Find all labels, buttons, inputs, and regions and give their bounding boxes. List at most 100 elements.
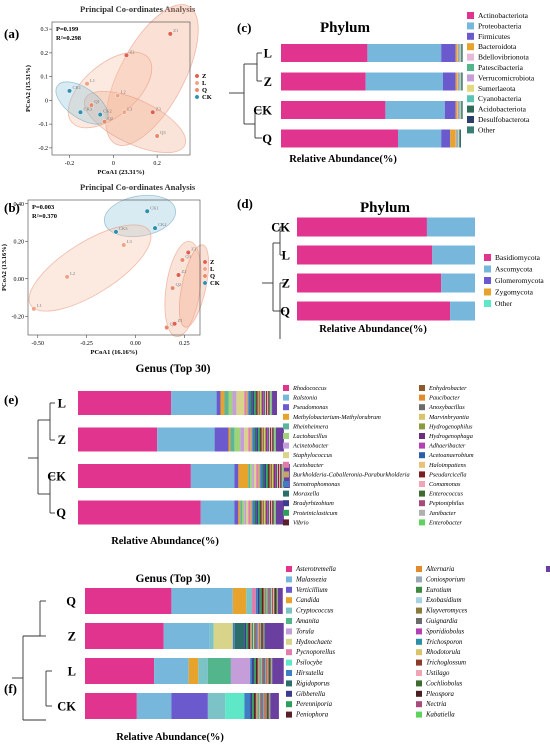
bar-segment-peptoniphilus	[280, 464, 282, 488]
sample-label: L	[58, 397, 66, 411]
bar-segment-cyanobacteria	[458, 129, 460, 148]
bar-segment-alternaria	[257, 658, 259, 684]
bar-segment-paucibacter	[270, 464, 272, 488]
stat-p: P=0.199	[56, 26, 79, 33]
bar-segment-enterococcus	[268, 391, 270, 415]
sample-label: Z	[68, 630, 76, 644]
legend-swatch	[283, 490, 289, 497]
bar-segment-verrucomicrobiota	[459, 101, 461, 119]
legend-marker-l	[202, 266, 208, 272]
legend-label: Candida	[296, 597, 320, 604]
legend-label: Pleospora	[425, 691, 455, 698]
legend-label: Verticillium	[296, 587, 328, 594]
data-point-ck	[144, 208, 150, 214]
bar-segment-rheinheimera	[224, 391, 229, 415]
confidence-ellipse-l	[28, 224, 152, 312]
legend-swatch	[484, 265, 491, 273]
bar-segment-cryptococcus	[207, 693, 226, 719]
bar-segment-coniosporium	[256, 693, 258, 719]
panel-label: (a)	[4, 26, 19, 41]
legend-label: Cochliobolus	[426, 680, 463, 687]
legend-label: Bdellovibrionota	[478, 53, 529, 62]
bar-segment-other	[272, 658, 284, 684]
legend-swatch	[283, 413, 289, 420]
sample-label: L	[282, 249, 290, 263]
legend-label: Rhodococcus	[292, 385, 327, 392]
data-point-l	[64, 274, 70, 280]
x-axis-label: Relative Abundance(%)	[116, 732, 224, 743]
bar-segment-ustilago	[259, 623, 261, 649]
legend-label: Peptoniphilus	[428, 500, 465, 507]
legend-swatch	[286, 690, 292, 697]
legend-label: Bacteroidota	[478, 42, 517, 51]
bar-segment-gibberella	[257, 588, 260, 614]
stat-r2: R²=0.370	[32, 213, 57, 220]
legend-label: Patescibacteria	[478, 63, 524, 72]
legend-label: Ustilago	[426, 670, 450, 677]
bar-segment-hirsutella	[232, 623, 235, 649]
bar-segment-hydrogenophilus	[261, 391, 263, 415]
legend-swatch	[286, 711, 292, 718]
legend-swatch	[467, 126, 474, 134]
bar-segment-moraxella	[250, 391, 253, 415]
bar-segment-other	[462, 101, 463, 119]
data-point-q	[164, 324, 170, 331]
data-point-q	[102, 119, 108, 125]
legend-label: Kabatiella	[425, 712, 455, 719]
bar-segment-methylobacterium-methylorubrum	[228, 427, 231, 452]
bar-segment-bacteroidota	[450, 129, 456, 148]
point-label: Q1	[94, 99, 100, 104]
bar-segment-bacteroidota	[455, 44, 458, 62]
panel-label: (f)	[4, 681, 17, 696]
panel-label: (b)	[4, 200, 20, 215]
bar-segment-other	[462, 72, 463, 91]
legend-label: Haloimpatiens	[428, 462, 467, 469]
legend-swatch	[416, 566, 422, 572]
legend-swatch	[416, 607, 422, 614]
sample-label: L	[68, 665, 76, 679]
legend-swatch	[286, 586, 292, 593]
bar-segment-pseudomonas	[216, 391, 221, 415]
legend-label: Paucibacter	[428, 395, 460, 402]
legend-swatch	[286, 628, 292, 635]
bar-segment-guignardia	[254, 623, 256, 649]
legend-label: Vibrio	[293, 519, 309, 526]
bar-segment-bradyrhizobium	[256, 427, 259, 452]
bar-segment-lactobacillus	[228, 391, 233, 415]
legend-swatch	[467, 43, 474, 51]
bar-segment-verrucomicrobiota	[457, 129, 459, 148]
bar-segment-vibrio	[256, 391, 258, 415]
bar-segment-rhodococcus	[78, 500, 201, 525]
bar-segment-asterotremella	[85, 693, 137, 719]
bar-segment-haloimpatiens	[269, 427, 271, 452]
point-label: Q3	[185, 254, 191, 259]
legend-swatch	[283, 394, 289, 401]
pcoa-panel-b: Principal Co-ordinates Analysis (b) -0.50 -…	[1, 182, 220, 356]
bar-segment-peniophora	[253, 693, 256, 719]
legend-label: Enterobacter	[428, 519, 463, 526]
legend-label: Q	[202, 87, 207, 94]
legend-swatch	[283, 385, 289, 391]
legend-swatch	[286, 597, 292, 604]
bar-segment-sumerlaeota	[460, 72, 461, 91]
legend-swatch	[283, 519, 289, 526]
bar-segment-acetobacter	[248, 427, 251, 452]
bar-segment-anoxybacillus	[263, 500, 265, 525]
bar-segment-cyanobacteria	[460, 44, 462, 62]
bar-segment-proteobacteria	[385, 101, 445, 119]
legend-label: Psilocybe	[295, 660, 322, 667]
legend-label: Methylobacterium-Methylorubrum	[292, 414, 381, 421]
legend-swatch	[416, 711, 422, 718]
bar-segment-verrucomicrobiota	[459, 44, 461, 62]
legend-label: Perenniporia	[295, 701, 333, 708]
sample-label: CK	[271, 221, 290, 235]
bar-segment-candida	[232, 588, 247, 614]
bar-segment-firmicutes	[441, 129, 451, 148]
bar-segment-pseudomonas	[214, 427, 229, 452]
bar-segment-malassezia	[136, 693, 172, 719]
legend-label: Desulfobacterota	[478, 115, 530, 124]
bar-segment-nectria	[276, 588, 277, 614]
bar-segment-kabatiella	[269, 693, 271, 719]
bar-panel-f: (f) Genus (Top 30) Relative Abundance(%) Q Z…	[4, 566, 550, 743]
bar-segment-acinetobacter	[240, 427, 245, 452]
